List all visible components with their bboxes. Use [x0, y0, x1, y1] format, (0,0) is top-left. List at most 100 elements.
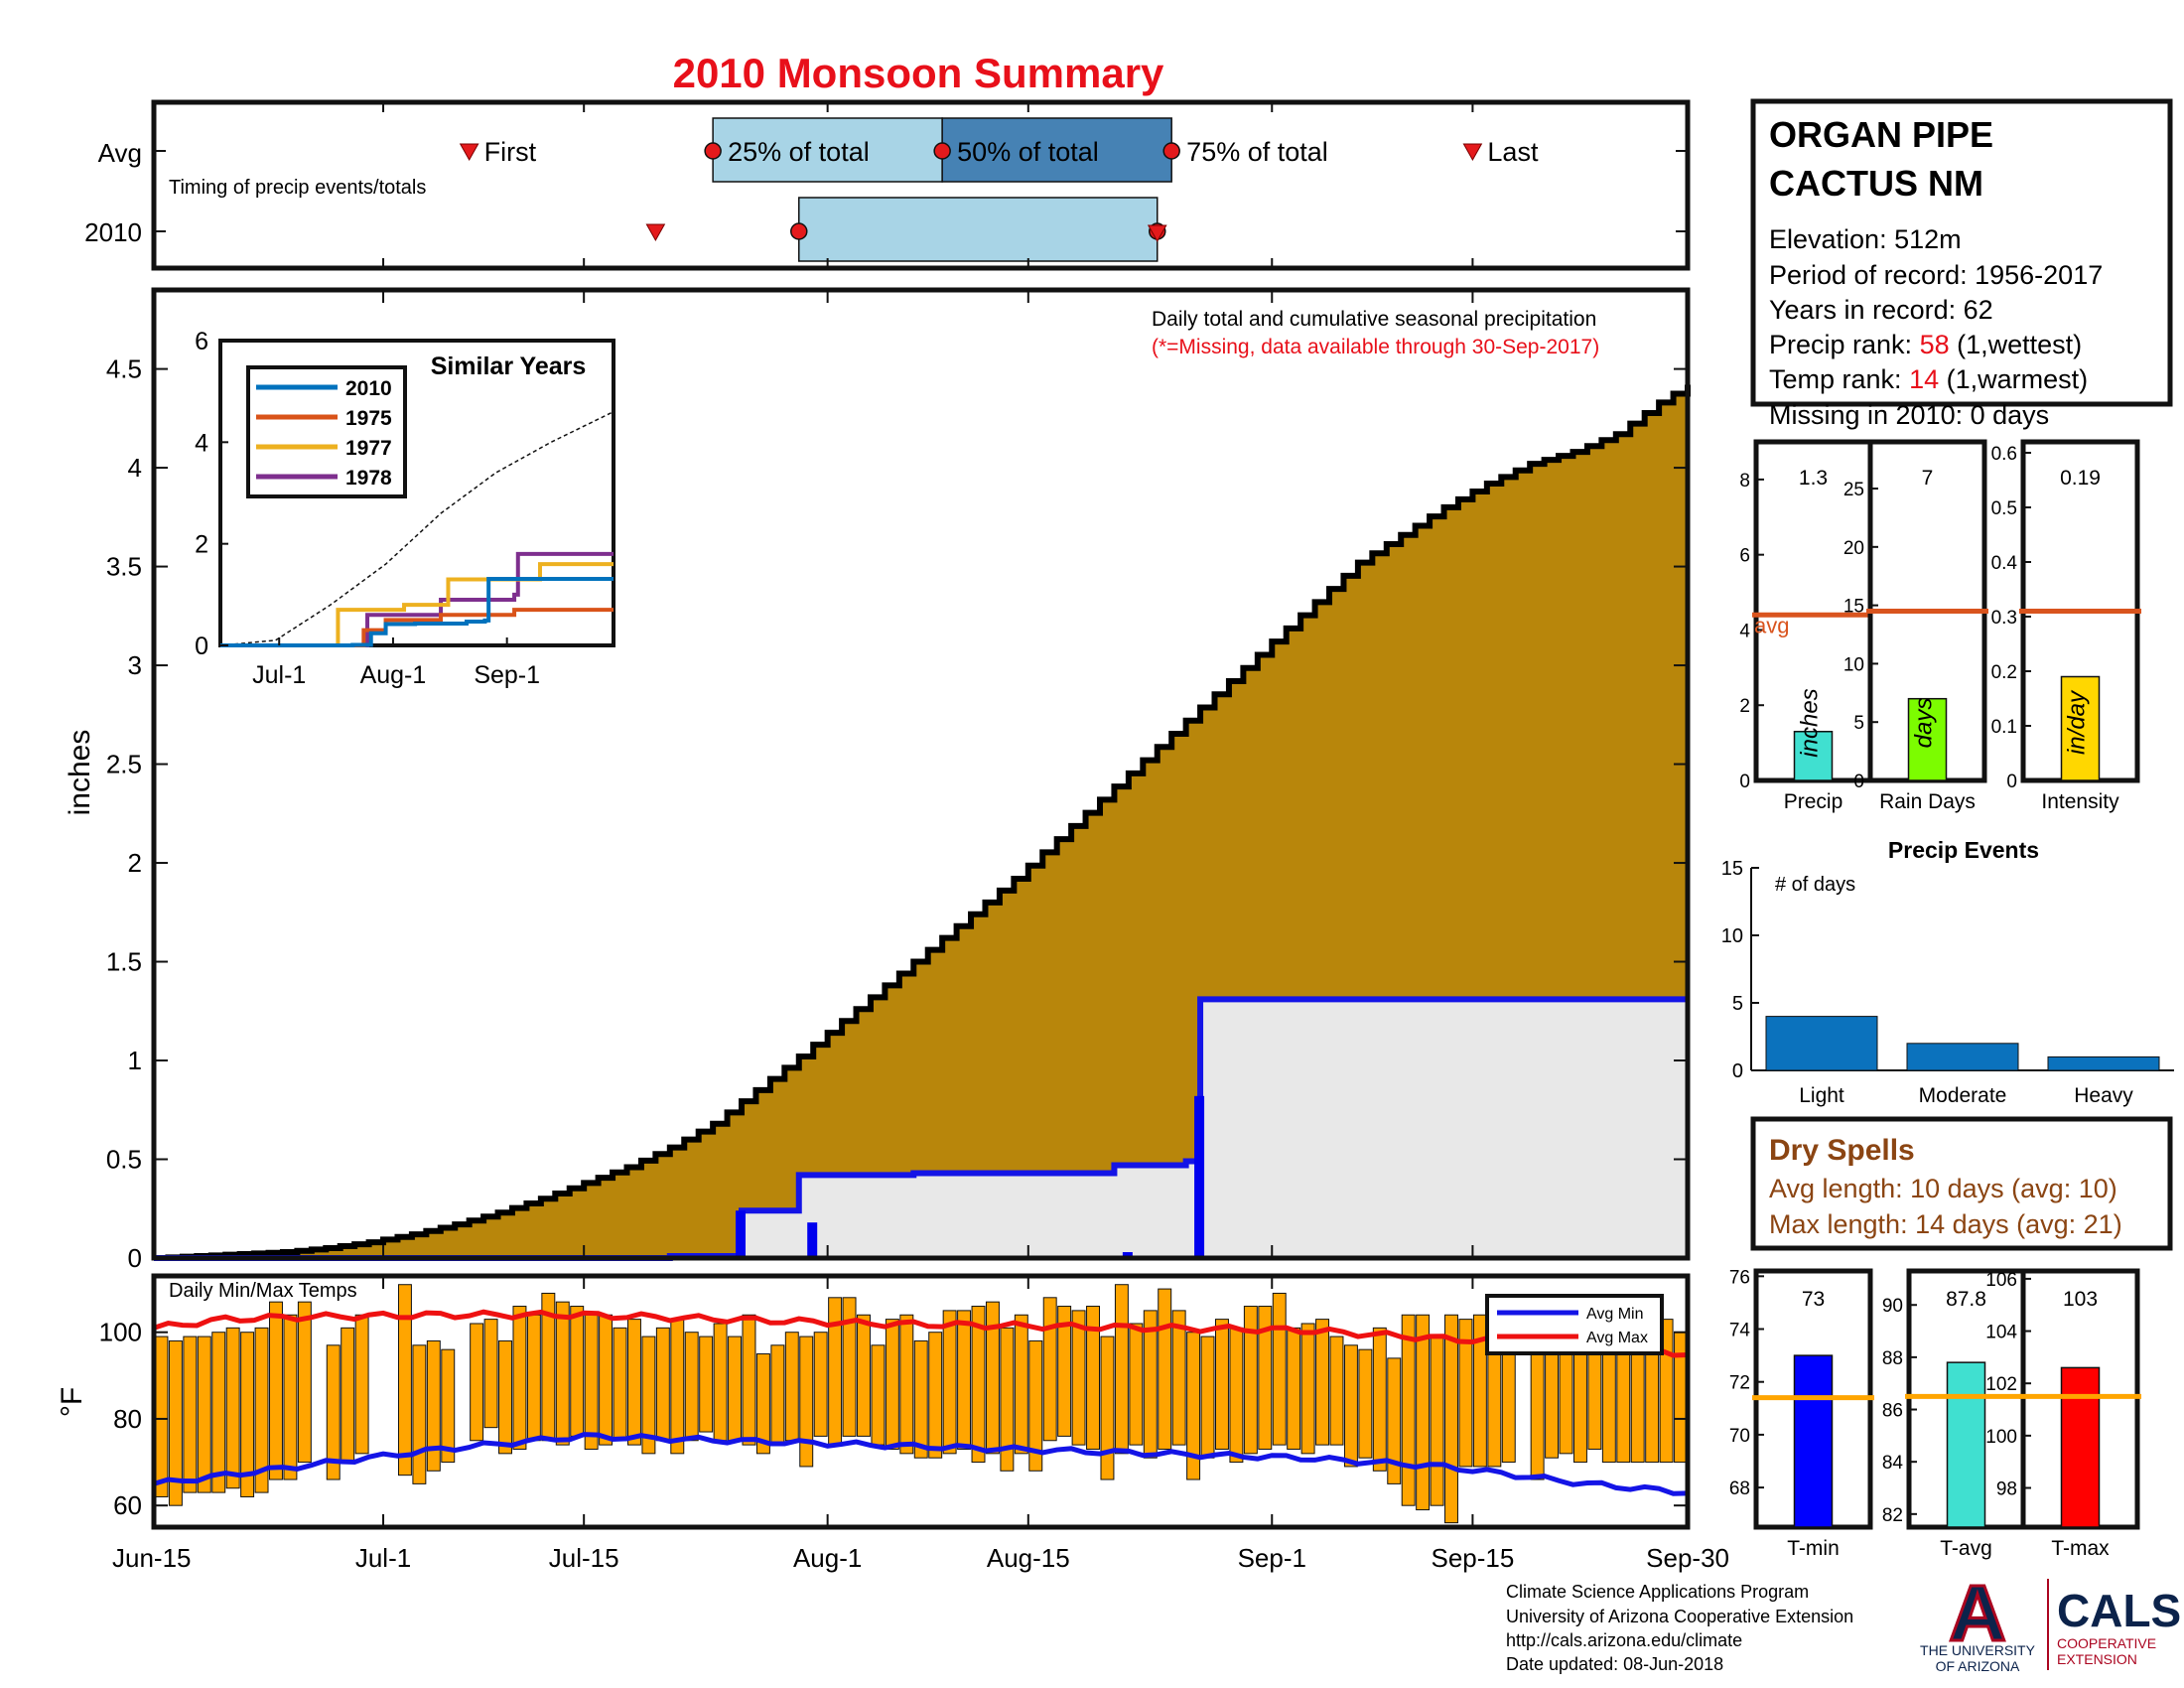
temp-bar-78 [1272, 1292, 1287, 1446]
temp-bar-20 [441, 1348, 456, 1464]
precip-summary-label-0: Precip [1784, 790, 1843, 813]
main-ytick-label-5: 2.5 [106, 750, 142, 779]
temp-summary-ytick-label-1-4: 90 [1882, 1296, 1903, 1317]
temp-bar-93 [1487, 1344, 1502, 1468]
temp-bar-56 [957, 1310, 972, 1450]
temp-bar-48 [842, 1297, 857, 1437]
events-bar-1 [1906, 1043, 2019, 1071]
main-ytick-label-8: 4 [128, 453, 142, 483]
temp-bar-79 [1287, 1327, 1301, 1450]
temp-summary-ytick-label-1-0: 82 [1882, 1505, 1903, 1526]
daily-precip-bar-4 [1194, 1095, 1205, 1258]
main-ytick-label-1: 0.5 [106, 1145, 142, 1175]
temp-summary-value-2: 103 [2063, 1288, 2098, 1311]
temp-bar-71 [1171, 1310, 1186, 1446]
date-axis-label-5: Sep-1 [1238, 1543, 1306, 1573]
temp-summary-label-0: T-min [1787, 1537, 1840, 1560]
precip-summary-value-0: 1.3 [1799, 467, 1828, 490]
temp-bar-7 [254, 1327, 269, 1493]
temp-bar-63 [1057, 1306, 1072, 1437]
precip-summary-ytick-label-2-5: 0.5 [1991, 498, 2017, 519]
station-info-box: ORGAN PIPE CACTUS NM Elevation: 512m Per… [1750, 98, 2173, 407]
temp-bar-51 [885, 1319, 899, 1450]
inset-xtick-label-0: Jul-1 [252, 661, 306, 689]
temp-bar-2 [183, 1336, 198, 1493]
temp-bar-26 [526, 1314, 541, 1442]
timing-2010-first-marker [645, 223, 666, 242]
temp-bar-86 [1387, 1357, 1402, 1484]
temp-bar-65 [1086, 1306, 1100, 1450]
timing-avg-25-marker [704, 142, 722, 160]
temp-bar-99 [1572, 1339, 1587, 1464]
temp-bar-24 [498, 1339, 512, 1455]
cals-logo: CALS [2057, 1585, 2181, 1636]
temp-summary-bar-2 [2060, 1366, 2101, 1528]
temp-bar-18 [412, 1344, 427, 1484]
timing-avg-50-marker [933, 142, 951, 160]
station-temp-rank: Temp rank: 14 (1,warmest) [1769, 364, 2088, 394]
avg-cumulative-line [154, 384, 1691, 1261]
temps-title: Daily Min/Max Temps [169, 1280, 357, 1302]
temp-bar-91 [1458, 1319, 1473, 1468]
daily-precip-bar-2 [807, 1222, 818, 1258]
daily-precip-bar-3 [1122, 1252, 1133, 1258]
temp-bar-19 [426, 1339, 441, 1472]
temp-bar-76 [1243, 1306, 1258, 1455]
temp-bar-17 [397, 1284, 412, 1477]
events-category-label-0: Light [1799, 1084, 1844, 1107]
precip-summary-ytick-label-1-2: 10 [1843, 654, 1864, 675]
station-name-line2: CACTUS NM [1769, 163, 1983, 204]
timing-avg-first-marker [459, 143, 479, 162]
avg-max-line [153, 1309, 1689, 1358]
temp-bar-68 [1129, 1323, 1144, 1446]
cals-line2: EXTENSION [2057, 1651, 2137, 1667]
temp-bar-31 [599, 1314, 614, 1446]
temp-bar-69 [1143, 1310, 1158, 1459]
timing-avg-box-50-75 [941, 117, 1172, 183]
events-ytick-label-1: 5 [1732, 993, 1743, 1015]
temp-bar-8 [269, 1301, 283, 1480]
temps-legend-box [1485, 1294, 1664, 1355]
inset-xtick-label-1: Aug-1 [360, 661, 427, 689]
temp-bar-29 [570, 1306, 585, 1437]
precip-summary-frame-0 [1753, 439, 1873, 783]
date-axis-label-1: Jul-1 [355, 1543, 411, 1573]
temp-bar-59 [1000, 1327, 1015, 1472]
temp-bar-81 [1315, 1319, 1330, 1446]
events-ytick-label-3: 15 [1721, 858, 1743, 880]
temp-bar-62 [1042, 1297, 1057, 1442]
temp-bar-35 [655, 1327, 670, 1442]
temp-summary-ytick-label-2-0: 98 [1996, 1479, 2017, 1500]
temp-bar-90 [1444, 1314, 1458, 1524]
temp-bar-9 [283, 1314, 298, 1480]
avg-min-line [153, 1432, 1689, 1496]
temp-bar-30 [584, 1314, 599, 1450]
station-period: Period of record: 1956-2017 [1769, 260, 2103, 290]
inset-xtick-label-2: Sep-1 [474, 661, 540, 689]
temp-bar-74 [1215, 1319, 1229, 1450]
precip-summary-ytick-label-0-1: 2 [1739, 696, 1750, 717]
inset-series-line-2010 [220, 576, 614, 647]
temp-bar-39 [713, 1323, 728, 1442]
cals-line1: COOPERATIVE [2057, 1635, 2156, 1651]
similar-years-inset: 0 2 4 6 Jul-1 Aug-1 Sep-1 Similar Years 2010 19… [195, 328, 615, 689]
events-category-label-1: Moderate [1919, 1084, 2007, 1107]
temp-summary-ytick-label-2-3: 104 [1985, 1323, 2017, 1343]
events-title: Precip Events [1888, 837, 2039, 863]
inset-title: Similar Years [431, 352, 587, 380]
temp-summary-ytick-label-0-4: 76 [1729, 1267, 1750, 1288]
timing-2010-last-marker [1147, 224, 1167, 243]
precip-summary-ytick-label-2-2: 0.2 [1991, 662, 2017, 683]
main-chart-title: Daily total and cumulative seasonal prec… [1152, 308, 1596, 331]
timing-label-25: 25% of total [728, 137, 870, 167]
precip-summary-ytick-label-2-1: 0.1 [1991, 717, 2017, 738]
date-axis-label-2: Jul-15 [549, 1543, 619, 1573]
temp-bar-58 [985, 1301, 1000, 1455]
temp-summary-ytick-label-2-4: 106 [1985, 1270, 2017, 1291]
university-logo: A THE UNIVERSITY OF ARIZONA CALS COOPERA… [1920, 1568, 2181, 1675]
timing-2010-25-marker [790, 222, 808, 240]
timing-avg-box-25-50 [712, 117, 943, 183]
ua-name-line2: OF ARIZONA [1936, 1658, 2020, 1674]
dry-spells-max: Max length: 14 days (avg: 21) [1769, 1209, 2122, 1239]
timing-panel: Avg 2010 Timing of precip events/totals … [84, 99, 1691, 271]
